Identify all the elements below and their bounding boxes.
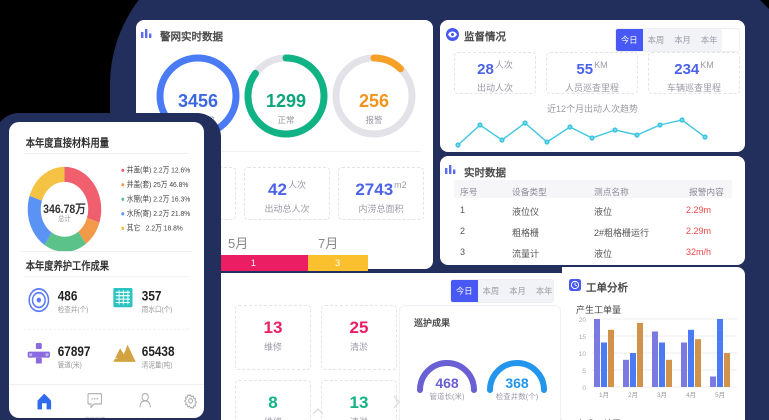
svg-text:5月: 5月 — [715, 391, 725, 399]
svg-text:0: 0 — [582, 385, 586, 392]
svg-text:20: 20 — [579, 317, 587, 324]
svg-text:2月: 2月 — [628, 391, 638, 399]
svg-text:10: 10 — [579, 351, 587, 358]
svg-text:1月: 1月 — [599, 391, 609, 399]
svg-text:5: 5 — [582, 368, 586, 375]
svg-text:15: 15 — [579, 334, 587, 341]
svg-text:4月: 4月 — [686, 391, 696, 399]
svg-text:3月: 3月 — [657, 391, 667, 399]
